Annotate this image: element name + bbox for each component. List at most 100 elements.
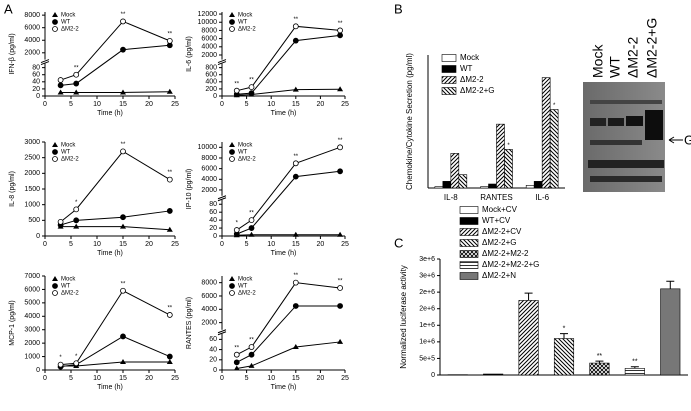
legend-marker	[52, 149, 58, 155]
y-tick-label: 6000	[24, 286, 40, 293]
x-tick-label: 0	[220, 241, 224, 248]
x-tick-label: 10	[93, 375, 101, 382]
bar	[480, 186, 489, 189]
y-tick-label: 3000	[24, 327, 40, 334]
legend-label: Mock	[238, 13, 253, 19]
bar	[624, 368, 645, 376]
y-tick-label: 12000	[198, 11, 218, 18]
x-tick-label: 10	[267, 375, 275, 382]
axis-break	[217, 59, 227, 66]
axis-break	[40, 59, 50, 66]
error-bar	[524, 292, 533, 301]
marker	[120, 223, 126, 229]
y-tick-label: 6000	[201, 35, 217, 42]
x-tick-label: 0	[43, 241, 47, 248]
legend-label: WT	[238, 284, 248, 290]
y-tick-label: 2000	[24, 340, 40, 347]
marker	[73, 223, 80, 229]
y-tick-label: 200	[205, 86, 217, 93]
y-tick-label: 1500	[24, 186, 40, 193]
marker	[248, 90, 255, 97]
marker	[248, 217, 255, 224]
y-tick-label: 2000	[24, 170, 40, 177]
x-tick-label: 5	[245, 375, 249, 382]
legend-label: ΔM2-2	[238, 157, 256, 163]
y-tick-label: 0	[36, 93, 40, 100]
legend-marker	[52, 19, 58, 25]
y-tick-label: 20	[32, 86, 40, 93]
lane-label: WT	[607, 56, 623, 78]
legend-swatch	[441, 76, 457, 84]
axis-break	[217, 329, 227, 336]
marker	[166, 312, 173, 318]
series-line	[236, 170, 341, 235]
y-tick-label: 80	[209, 201, 217, 208]
significance: **	[121, 142, 126, 148]
marker	[337, 168, 343, 175]
y-tick-label: 0	[213, 93, 217, 100]
y-tick-label: 80	[32, 64, 40, 71]
significance: **	[597, 353, 603, 360]
significance: *	[236, 221, 239, 227]
x-tick-label: 20	[317, 241, 325, 248]
x-axis-label: Time (h)	[271, 250, 297, 257]
bar	[660, 288, 681, 376]
legend-label: ΔM2-2+G	[482, 238, 516, 247]
x-tick-label: 20	[145, 101, 153, 108]
x-axis-label: Time (h)	[97, 384, 123, 391]
legend-marker	[52, 26, 58, 32]
legend-label: ΔM2-2	[61, 157, 79, 163]
x-tick-label: IL-8	[444, 193, 458, 202]
y-tick-label: 2000	[201, 52, 217, 59]
y-axis-label: IL-8 (pg/ml)	[9, 171, 16, 207]
marker	[292, 173, 299, 180]
marker	[292, 303, 299, 309]
significance: *	[553, 103, 556, 109]
significance: **	[249, 338, 254, 344]
bar	[496, 123, 505, 189]
legend-label: WT	[61, 20, 71, 26]
y-tick-label: 2500	[24, 155, 40, 162]
marker	[166, 37, 173, 44]
legend-marker	[229, 283, 235, 289]
lane-label: Mock	[590, 44, 606, 78]
legend-label: ΔM2-2	[238, 291, 256, 297]
y-tick-label: 4000	[201, 44, 217, 51]
x-tick-label: 20	[145, 375, 153, 382]
x-axis-label: Time (h)	[97, 110, 123, 117]
error-bar	[630, 366, 639, 369]
legend-marker	[229, 276, 235, 281]
series-line	[236, 282, 341, 356]
marker	[233, 359, 240, 366]
legend-label: WT+CV	[482, 216, 511, 225]
y-tick-label: 0	[213, 233, 217, 240]
legend-swatch	[459, 272, 479, 280]
x-tick-label: 5	[245, 101, 249, 108]
series-line	[236, 88, 341, 96]
y-tick-label: 40	[32, 79, 40, 86]
significance: **	[293, 17, 298, 23]
legend-label: ΔM2-2+N	[482, 271, 516, 280]
y-tick-label: 4000	[201, 176, 217, 183]
y-tick-label: 1000	[24, 202, 40, 209]
bar	[488, 183, 497, 189]
x-tick-label: 15	[119, 101, 127, 108]
significance: **	[249, 211, 254, 217]
legend-marker	[229, 149, 235, 155]
x-tick-label: 0	[43, 101, 47, 108]
marker	[292, 160, 299, 167]
series-line	[236, 341, 341, 369]
y-tick-label: 0	[431, 372, 435, 379]
y-tick-label: 0	[36, 233, 40, 240]
significance: **	[338, 21, 343, 27]
panel-label: B	[394, 1, 403, 16]
x-tick-label: 15	[119, 375, 127, 382]
series-line	[60, 210, 170, 226]
legend-label: WT	[238, 20, 248, 26]
marker	[120, 46, 126, 53]
marker	[73, 360, 80, 367]
marker	[166, 358, 173, 364]
marker	[233, 87, 240, 94]
x-tick-label: 25	[341, 101, 349, 108]
x-tick-label: 5	[69, 241, 73, 248]
